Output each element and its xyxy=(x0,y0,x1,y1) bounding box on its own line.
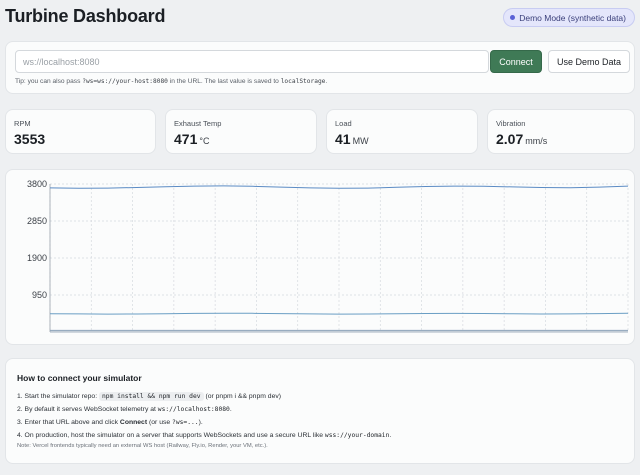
use-demo-data-button[interactable]: Use Demo Data xyxy=(548,50,630,73)
demo-mode-badge: Demo Mode (synthetic data) xyxy=(503,8,635,27)
step-text: 3. Enter that URL above and click xyxy=(17,419,119,426)
y-tick-label: 1900 xyxy=(27,253,47,263)
metric-number: 3553 xyxy=(14,131,46,147)
status-dot-icon xyxy=(510,15,516,20)
connection-panel: Connect Use Demo Data Tip: you can also … xyxy=(5,41,635,94)
step-code: npm install && npm run dev xyxy=(98,392,204,401)
help-step: 4. On production, host the simulator on … xyxy=(17,429,391,442)
metric-number: 2.07 xyxy=(496,131,524,147)
step-text: (or pnpm i && pnpm dev) xyxy=(205,393,282,400)
y-tick-label: 3800 xyxy=(27,179,47,189)
step-text: (or use xyxy=(149,419,171,426)
telemetry-chart-panel: 3800 2850 1900 950 xyxy=(5,169,635,345)
step-text: . xyxy=(229,406,232,413)
metric-unit: MW xyxy=(352,136,369,146)
metric-value: 3553 xyxy=(14,131,47,147)
chart-series-line-0 xyxy=(49,185,629,189)
metric-card-load: Load 41 MW xyxy=(326,109,478,154)
tip-url-param: ?ws=ws://your-host:8080 xyxy=(82,78,168,85)
header: Turbine Dashboard Demo Mode (synthetic d… xyxy=(5,5,635,29)
metric-number: 471 xyxy=(174,131,198,147)
metric-unit: mm/s xyxy=(525,136,548,146)
metric-value: 471 °C xyxy=(174,131,209,147)
y-tick-label: 2850 xyxy=(27,216,47,226)
page-title: Turbine Dashboard xyxy=(5,6,166,26)
metric-label: Exhaust Temp xyxy=(174,119,222,128)
metric-value: 2.07 mm/s xyxy=(496,131,547,147)
help-step: 1. Start the simulator repo: npm install… xyxy=(17,390,391,403)
step-text: 2. By default it serves WebSocket teleme… xyxy=(17,406,156,413)
chart-series-line-1 xyxy=(49,312,629,315)
y-tick-label: 950 xyxy=(32,290,47,300)
help-title: How to connect your simulator xyxy=(17,373,142,383)
metric-card-vibration: Vibration 2.07 mm/s xyxy=(487,109,635,154)
tip-storage: localStorage xyxy=(280,78,326,85)
metric-value: 41 MW xyxy=(335,131,369,147)
metric-label: Load xyxy=(335,119,352,128)
help-note: Note: Vercel frontends typically need an… xyxy=(17,443,268,449)
step-code: ?ws=... xyxy=(172,419,199,426)
step-code: wss://your-domain xyxy=(324,432,390,439)
tip-end: . xyxy=(325,78,328,85)
step-text: 1. Start the simulator repo: xyxy=(17,393,98,400)
telemetry-chart: 3800 2850 1900 950 xyxy=(27,179,629,333)
step-text: . xyxy=(389,432,392,439)
tip-middle: in the URL. The last value is saved to xyxy=(169,78,279,85)
metric-label: Vibration xyxy=(496,119,526,128)
step-bold: Connect xyxy=(119,419,148,426)
tip-prefix: Tip: you can also pass xyxy=(15,78,81,85)
connection-tip: Tip: you can also pass ?ws=ws://your-hos… xyxy=(15,78,327,85)
help-panel: How to connect your simulator 1. Start t… xyxy=(5,358,635,464)
step-code: ws://localhost:8080 xyxy=(157,406,230,413)
connect-button[interactable]: Connect xyxy=(490,50,542,73)
step-text: 4. On production, host the simulator on … xyxy=(17,432,324,439)
websocket-url-input[interactable] xyxy=(15,50,489,73)
step-text: ). xyxy=(198,419,203,426)
metric-number: 41 xyxy=(335,131,351,147)
metric-unit: °C xyxy=(199,136,210,146)
metric-card-rpm: RPM 3553 xyxy=(5,109,156,154)
help-step: 3. Enter that URL above and click Connec… xyxy=(17,416,391,429)
metric-card-exhaust-temp: Exhaust Temp 471 °C xyxy=(165,109,317,154)
help-steps: 1. Start the simulator repo: npm install… xyxy=(17,390,391,442)
help-step: 2. By default it serves WebSocket teleme… xyxy=(17,403,391,416)
demo-mode-label: Demo Mode (synthetic data) xyxy=(519,12,626,23)
metric-label: RPM xyxy=(14,119,31,128)
